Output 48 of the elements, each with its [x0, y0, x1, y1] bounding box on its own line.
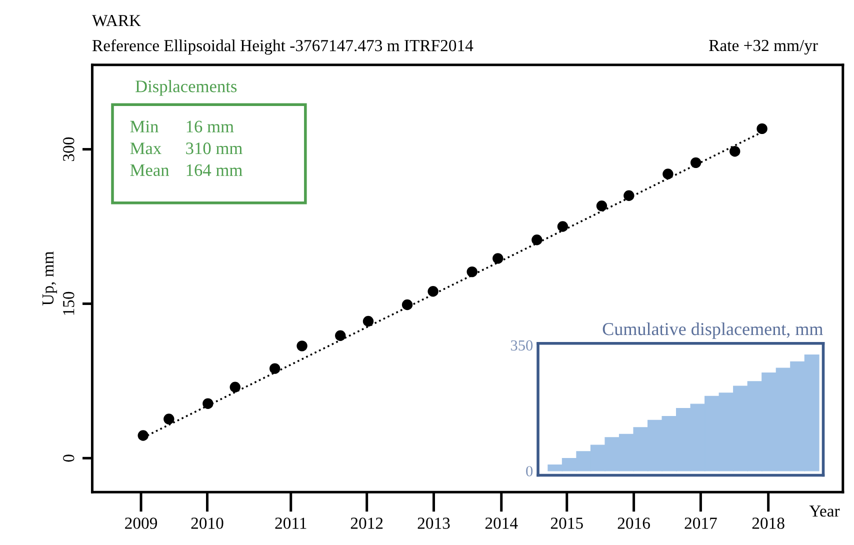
annotation: 310 mm — [186, 142, 242, 154]
point — [335, 330, 346, 341]
point — [269, 363, 280, 374]
point — [428, 286, 438, 297]
point — [557, 221, 568, 232]
x-tick-label: 2009 — [125, 518, 158, 529]
point — [624, 190, 634, 201]
point — [596, 200, 608, 212]
point — [690, 157, 702, 168]
y-axis-title: Up, mm — [42, 251, 57, 306]
point — [138, 430, 148, 441]
annotation: Displacements — [136, 80, 237, 96]
annotation: 164 mm — [186, 164, 242, 176]
chart-title: WARK — [92, 15, 141, 26]
point — [202, 398, 214, 409]
chart-title: Cumulative displacement, mm — [602, 322, 823, 339]
x-tick-label: 2018 — [752, 518, 784, 529]
y-tick-label: 300 — [63, 137, 74, 161]
x-tick-label: 2014 — [485, 518, 518, 529]
point — [164, 414, 174, 424]
point — [730, 146, 740, 157]
x-axis-title: Year — [809, 506, 840, 517]
y-tick-label: 0 — [63, 454, 74, 462]
point — [296, 340, 308, 352]
y-tick-label: 150 — [63, 292, 74, 315]
x-tick-label: 2010 — [191, 518, 224, 529]
x-tick-label: 2017 — [684, 518, 717, 529]
annotation: Max — [130, 142, 162, 154]
annotation: Min — [130, 120, 158, 132]
point — [532, 234, 542, 246]
point — [466, 266, 478, 278]
x-tick-label: 2012 — [350, 518, 383, 529]
point — [662, 168, 674, 180]
x-tick-label: 2015 — [550, 518, 583, 529]
annotation: 16 mm — [186, 120, 234, 132]
point — [756, 123, 768, 134]
annotation: Mean — [130, 164, 170, 176]
point — [362, 316, 374, 327]
y-tick-label: 0 — [526, 466, 533, 476]
chart-subtitle: Reference Ellipsoidal Height -3767147.473 m ITRF2014 — [92, 39, 474, 55]
x-tick-label: 2011 — [275, 518, 306, 529]
point — [230, 382, 240, 392]
point — [492, 253, 504, 264]
point — [402, 299, 413, 310]
y-tick-label: 350 — [510, 340, 533, 351]
text: Rate +32 mm/yr — [709, 40, 818, 55]
x-tick-label: 2016 — [618, 518, 650, 529]
x-tick-label: 2013 — [418, 518, 450, 529]
